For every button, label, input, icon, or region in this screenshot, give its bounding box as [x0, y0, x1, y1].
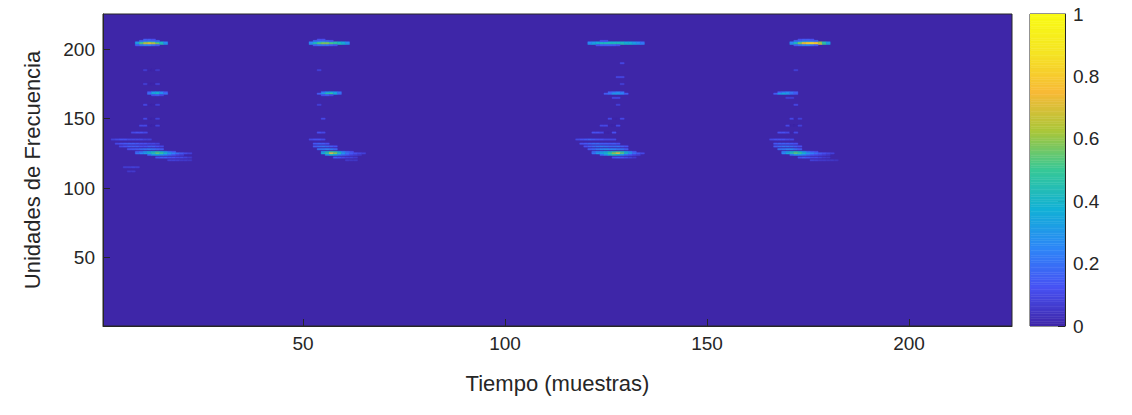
svg-text:Unidades de Frecuencia: Unidades de Frecuencia — [20, 50, 45, 289]
svg-text:150: 150 — [691, 333, 723, 354]
svg-text:0.2: 0.2 — [1073, 253, 1099, 274]
svg-text:0: 0 — [1073, 316, 1084, 337]
svg-text:200: 200 — [893, 333, 925, 354]
svg-text:1: 1 — [1073, 4, 1084, 25]
svg-text:150: 150 — [63, 108, 95, 129]
svg-text:100: 100 — [63, 178, 95, 199]
svg-text:100: 100 — [489, 333, 521, 354]
svg-text:0.6: 0.6 — [1073, 128, 1099, 149]
svg-text:0.4: 0.4 — [1073, 191, 1100, 212]
svg-text:Tiempo (muestras): Tiempo (muestras) — [466, 371, 650, 396]
svg-text:50: 50 — [74, 247, 95, 268]
svg-text:0.8: 0.8 — [1073, 66, 1099, 87]
svg-text:200: 200 — [63, 39, 95, 60]
svg-text:50: 50 — [292, 333, 313, 354]
